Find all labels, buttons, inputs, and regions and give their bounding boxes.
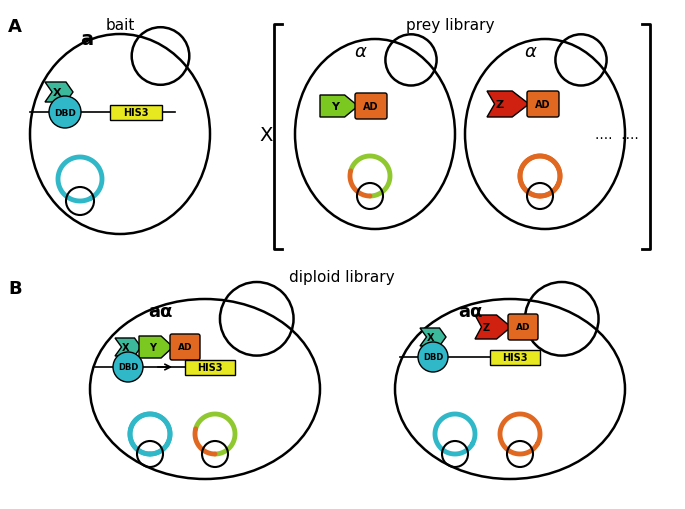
Text: AD: AD [516,323,530,332]
Text: prey library: prey library [406,18,495,33]
Text: A: A [8,18,22,36]
Text: aα: aα [148,302,172,320]
Text: aα: aα [458,302,482,320]
Text: DBD: DBD [54,108,76,117]
Text: HIS3: HIS3 [502,352,527,362]
Text: Z: Z [495,100,503,110]
Circle shape [418,343,448,372]
Text: ....  ....: .... .... [595,128,639,142]
Text: AD: AD [535,100,551,110]
Circle shape [113,352,143,382]
Text: B: B [8,279,22,297]
Polygon shape [115,338,141,356]
Polygon shape [420,328,446,346]
Text: X: X [53,88,62,98]
Polygon shape [45,83,73,103]
Polygon shape [487,92,529,118]
Text: a: a [80,30,93,49]
Text: DBD: DBD [423,353,443,362]
Text: X: X [427,332,435,343]
FancyBboxPatch shape [110,105,162,120]
Text: Y: Y [332,102,339,112]
FancyBboxPatch shape [490,350,540,365]
FancyBboxPatch shape [185,360,235,375]
Text: Z: Z [482,322,489,332]
FancyBboxPatch shape [527,92,559,118]
Text: α: α [524,43,536,61]
Text: HIS3: HIS3 [197,362,223,372]
Polygon shape [320,96,358,118]
Text: AD: AD [363,102,379,112]
Text: diploid library: diploid library [289,269,395,285]
Text: α: α [354,43,366,61]
Polygon shape [139,336,173,358]
Text: DBD: DBD [118,363,138,372]
Text: Y: Y [149,343,156,352]
FancyBboxPatch shape [355,94,387,120]
FancyBboxPatch shape [508,315,538,341]
FancyBboxPatch shape [170,334,200,360]
Text: X: X [122,343,129,352]
Text: bait: bait [105,18,135,33]
Circle shape [49,97,81,129]
Text: X: X [260,125,273,144]
Text: HIS3: HIS3 [123,108,149,118]
Polygon shape [475,316,511,340]
Text: AD: AD [177,343,192,352]
